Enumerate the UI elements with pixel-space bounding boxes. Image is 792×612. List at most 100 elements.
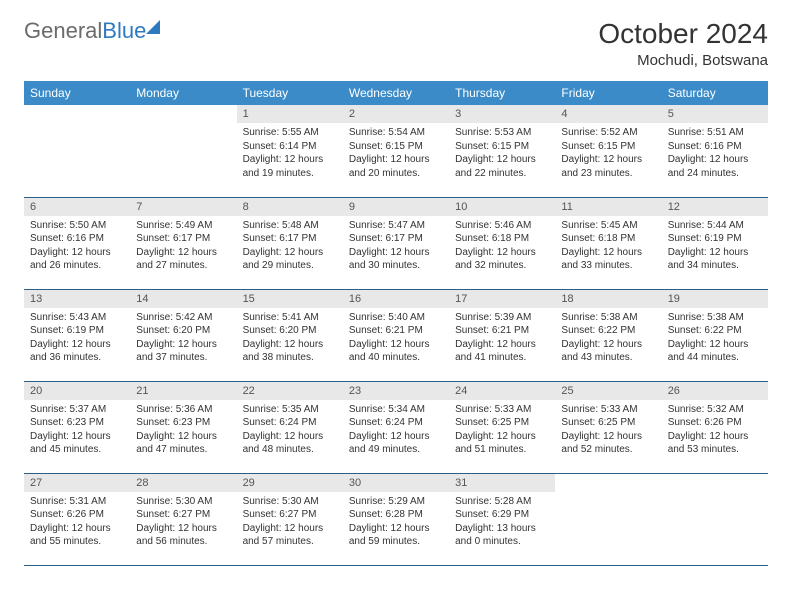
day-number: 10	[449, 198, 555, 216]
day-content: Sunrise: 5:44 AMSunset: 6:19 PMDaylight:…	[662, 216, 768, 279]
day-number: 31	[449, 474, 555, 492]
calendar-cell: 18Sunrise: 5:38 AMSunset: 6:22 PMDayligh…	[555, 289, 661, 381]
day-content: Sunrise: 5:31 AMSunset: 6:26 PMDaylight:…	[24, 492, 130, 555]
calendar-body: 1Sunrise: 5:55 AMSunset: 6:14 PMDaylight…	[24, 105, 768, 565]
calendar-cell: 23Sunrise: 5:34 AMSunset: 6:24 PMDayligh…	[343, 381, 449, 473]
weekday-header: Tuesday	[237, 81, 343, 105]
day-content: Sunrise: 5:29 AMSunset: 6:28 PMDaylight:…	[343, 492, 449, 555]
calendar-cell: 11Sunrise: 5:45 AMSunset: 6:18 PMDayligh…	[555, 197, 661, 289]
day-content: Sunrise: 5:54 AMSunset: 6:15 PMDaylight:…	[343, 123, 449, 186]
calendar-week-row: 27Sunrise: 5:31 AMSunset: 6:26 PMDayligh…	[24, 473, 768, 565]
calendar-head: SundayMondayTuesdayWednesdayThursdayFrid…	[24, 81, 768, 105]
weekday-header: Monday	[130, 81, 236, 105]
calendar-cell: 1Sunrise: 5:55 AMSunset: 6:14 PMDaylight…	[237, 105, 343, 197]
day-number: 22	[237, 382, 343, 400]
weekday-header: Thursday	[449, 81, 555, 105]
calendar-cell: 4Sunrise: 5:52 AMSunset: 6:15 PMDaylight…	[555, 105, 661, 197]
day-content: Sunrise: 5:52 AMSunset: 6:15 PMDaylight:…	[555, 123, 661, 186]
calendar-cell: 10Sunrise: 5:46 AMSunset: 6:18 PMDayligh…	[449, 197, 555, 289]
calendar-cell: 22Sunrise: 5:35 AMSunset: 6:24 PMDayligh…	[237, 381, 343, 473]
calendar-cell	[555, 473, 661, 565]
logo-word1: General	[24, 18, 102, 43]
logo-triangle-icon	[146, 20, 160, 34]
day-content: Sunrise: 5:47 AMSunset: 6:17 PMDaylight:…	[343, 216, 449, 279]
calendar-cell: 21Sunrise: 5:36 AMSunset: 6:23 PMDayligh…	[130, 381, 236, 473]
day-number: 20	[24, 382, 130, 400]
weekday-header: Saturday	[662, 81, 768, 105]
day-number: 15	[237, 290, 343, 308]
calendar-cell	[130, 105, 236, 197]
logo-word2: Blue	[102, 18, 146, 43]
calendar-cell: 9Sunrise: 5:47 AMSunset: 6:17 PMDaylight…	[343, 197, 449, 289]
day-content: Sunrise: 5:34 AMSunset: 6:24 PMDaylight:…	[343, 400, 449, 463]
calendar-cell: 8Sunrise: 5:48 AMSunset: 6:17 PMDaylight…	[237, 197, 343, 289]
calendar-cell: 28Sunrise: 5:30 AMSunset: 6:27 PMDayligh…	[130, 473, 236, 565]
day-number: 26	[662, 382, 768, 400]
calendar-cell: 24Sunrise: 5:33 AMSunset: 6:25 PMDayligh…	[449, 381, 555, 473]
day-number: 27	[24, 474, 130, 492]
day-number: 8	[237, 198, 343, 216]
weekday-header: Wednesday	[343, 81, 449, 105]
day-content: Sunrise: 5:55 AMSunset: 6:14 PMDaylight:…	[237, 123, 343, 186]
day-number: 25	[555, 382, 661, 400]
calendar-cell: 25Sunrise: 5:33 AMSunset: 6:25 PMDayligh…	[555, 381, 661, 473]
day-content: Sunrise: 5:38 AMSunset: 6:22 PMDaylight:…	[555, 308, 661, 371]
calendar-cell: 6Sunrise: 5:50 AMSunset: 6:16 PMDaylight…	[24, 197, 130, 289]
weekday-row: SundayMondayTuesdayWednesdayThursdayFrid…	[24, 81, 768, 105]
day-number: 12	[662, 198, 768, 216]
day-number: 17	[449, 290, 555, 308]
day-number: 23	[343, 382, 449, 400]
calendar-cell: 14Sunrise: 5:42 AMSunset: 6:20 PMDayligh…	[130, 289, 236, 381]
calendar-week-row: 1Sunrise: 5:55 AMSunset: 6:14 PMDaylight…	[24, 105, 768, 197]
day-content: Sunrise: 5:33 AMSunset: 6:25 PMDaylight:…	[555, 400, 661, 463]
calendar-cell: 27Sunrise: 5:31 AMSunset: 6:26 PMDayligh…	[24, 473, 130, 565]
calendar-cell: 20Sunrise: 5:37 AMSunset: 6:23 PMDayligh…	[24, 381, 130, 473]
day-number: 4	[555, 105, 661, 123]
calendar-cell: 7Sunrise: 5:49 AMSunset: 6:17 PMDaylight…	[130, 197, 236, 289]
calendar-cell	[662, 473, 768, 565]
calendar-cell: 26Sunrise: 5:32 AMSunset: 6:26 PMDayligh…	[662, 381, 768, 473]
day-number: 1	[237, 105, 343, 123]
day-content: Sunrise: 5:48 AMSunset: 6:17 PMDaylight:…	[237, 216, 343, 279]
day-number: 18	[555, 290, 661, 308]
day-number: 7	[130, 198, 236, 216]
header: GeneralBlue October 2024 Mochudi, Botswa…	[24, 18, 768, 69]
title-block: October 2024 Mochudi, Botswana	[598, 18, 768, 69]
day-number: 19	[662, 290, 768, 308]
weekday-header: Sunday	[24, 81, 130, 105]
day-content: Sunrise: 5:38 AMSunset: 6:22 PMDaylight:…	[662, 308, 768, 371]
calendar-cell: 19Sunrise: 5:38 AMSunset: 6:22 PMDayligh…	[662, 289, 768, 381]
calendar-week-row: 6Sunrise: 5:50 AMSunset: 6:16 PMDaylight…	[24, 197, 768, 289]
day-number: 13	[24, 290, 130, 308]
day-content: Sunrise: 5:30 AMSunset: 6:27 PMDaylight:…	[130, 492, 236, 555]
day-content: Sunrise: 5:33 AMSunset: 6:25 PMDaylight:…	[449, 400, 555, 463]
day-content: Sunrise: 5:43 AMSunset: 6:19 PMDaylight:…	[24, 308, 130, 371]
calendar-cell: 5Sunrise: 5:51 AMSunset: 6:16 PMDaylight…	[662, 105, 768, 197]
calendar-cell: 12Sunrise: 5:44 AMSunset: 6:19 PMDayligh…	[662, 197, 768, 289]
day-content: Sunrise: 5:51 AMSunset: 6:16 PMDaylight:…	[662, 123, 768, 186]
calendar-cell: 31Sunrise: 5:28 AMSunset: 6:29 PMDayligh…	[449, 473, 555, 565]
calendar-cell: 2Sunrise: 5:54 AMSunset: 6:15 PMDaylight…	[343, 105, 449, 197]
calendar-cell	[24, 105, 130, 197]
day-content: Sunrise: 5:36 AMSunset: 6:23 PMDaylight:…	[130, 400, 236, 463]
day-number: 9	[343, 198, 449, 216]
day-number: 6	[24, 198, 130, 216]
day-content: Sunrise: 5:46 AMSunset: 6:18 PMDaylight:…	[449, 216, 555, 279]
day-content: Sunrise: 5:41 AMSunset: 6:20 PMDaylight:…	[237, 308, 343, 371]
day-number: 14	[130, 290, 236, 308]
day-content: Sunrise: 5:28 AMSunset: 6:29 PMDaylight:…	[449, 492, 555, 555]
day-content: Sunrise: 5:39 AMSunset: 6:21 PMDaylight:…	[449, 308, 555, 371]
calendar-table: SundayMondayTuesdayWednesdayThursdayFrid…	[24, 81, 768, 566]
day-number: 11	[555, 198, 661, 216]
day-content: Sunrise: 5:45 AMSunset: 6:18 PMDaylight:…	[555, 216, 661, 279]
day-content: Sunrise: 5:32 AMSunset: 6:26 PMDaylight:…	[662, 400, 768, 463]
day-content: Sunrise: 5:42 AMSunset: 6:20 PMDaylight:…	[130, 308, 236, 371]
logo-text: GeneralBlue	[24, 18, 146, 44]
day-number: 5	[662, 105, 768, 123]
day-content: Sunrise: 5:53 AMSunset: 6:15 PMDaylight:…	[449, 123, 555, 186]
calendar-cell: 13Sunrise: 5:43 AMSunset: 6:19 PMDayligh…	[24, 289, 130, 381]
calendar-cell: 15Sunrise: 5:41 AMSunset: 6:20 PMDayligh…	[237, 289, 343, 381]
day-content: Sunrise: 5:35 AMSunset: 6:24 PMDaylight:…	[237, 400, 343, 463]
day-content: Sunrise: 5:49 AMSunset: 6:17 PMDaylight:…	[130, 216, 236, 279]
calendar-cell: 30Sunrise: 5:29 AMSunset: 6:28 PMDayligh…	[343, 473, 449, 565]
